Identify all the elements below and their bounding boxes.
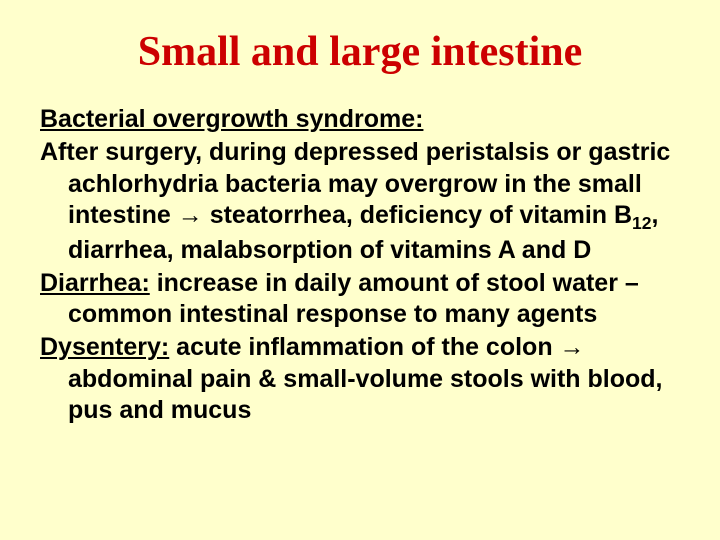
slide-title: Small and large intestine	[40, 28, 680, 76]
text-part-2: steatorrhea, deficiency of vitamin B	[203, 201, 632, 229]
diarrhea-heading: Diarrhea:	[40, 269, 150, 297]
diarrhea-body: increase in daily amount of stool water …	[68, 269, 639, 328]
dysentery-text: Dysentery: acute inflammation of the col…	[40, 332, 680, 426]
dysentery-body-1: acute inflammation of the colon	[169, 333, 559, 361]
bacterial-overgrowth-text: After surgery, during depressed peristal…	[40, 137, 680, 266]
heading-underline: Bacterial overgrowth syndrome:	[40, 105, 423, 133]
arrow-icon: →	[560, 333, 585, 361]
subscript: 12	[632, 213, 651, 233]
arrow-icon: →	[178, 201, 203, 229]
slide-container: Small and large intestine Bacterial over…	[0, 0, 720, 540]
slide-body: Bacterial overgrowth syndrome: After sur…	[40, 104, 680, 426]
diarrhea-text: Diarrhea: increase in daily amount of st…	[40, 268, 680, 331]
dysentery-body-2: abdominal pain & small-volume stools wit…	[68, 365, 663, 424]
bacterial-overgrowth-heading: Bacterial overgrowth syndrome:	[40, 104, 680, 135]
dysentery-heading: Dysentery:	[40, 333, 169, 361]
